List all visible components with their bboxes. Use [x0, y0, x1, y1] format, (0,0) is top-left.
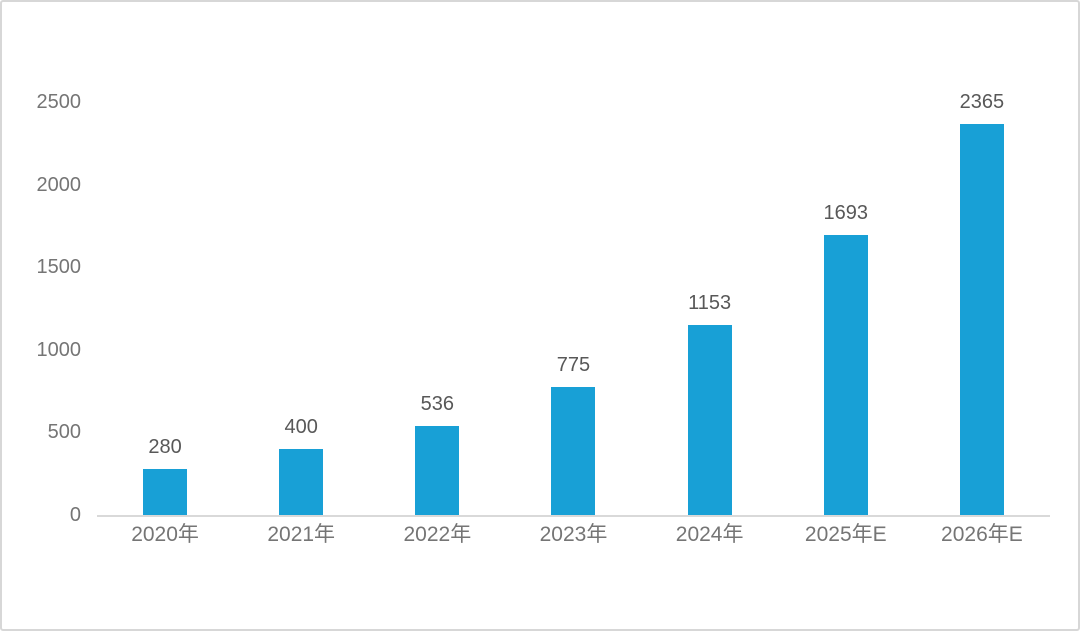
y-tick-label: 2500 [36, 91, 82, 113]
bar-series: 280 400 536 775 1153 1693 2365 [97, 2, 1050, 515]
bar-value-label: 775 [556, 353, 591, 376]
x-tick-label: 2022年 [403, 523, 472, 546]
bar-value-label: 400 [284, 415, 318, 438]
bar-value-label: 1153 [688, 291, 732, 314]
y-tick-label: 2000 [36, 173, 82, 196]
x-axis-tick-labels: 2020年 2021年 2022年 2023年 2024年 2025年E 2026年E [97, 523, 1050, 547]
bar-column: 2365 [914, 2, 1050, 515]
bar [143, 468, 188, 515]
bar-value-label: 1693 [823, 202, 869, 225]
bar-value-label: 536 [420, 393, 455, 416]
bar [415, 426, 460, 515]
bar-value-label: 280 [148, 435, 182, 458]
bar [279, 448, 324, 515]
bar-value-label: 2365 [959, 91, 1005, 114]
bar-column: 280 [97, 2, 233, 515]
bar [551, 386, 596, 515]
x-tick-label: 2026年E [941, 523, 1023, 546]
bar-column: 1153 [642, 2, 778, 515]
x-tick-label: 2023年 [539, 523, 608, 546]
plot-area: 280 400 536 775 1153 1693 2365 [97, 2, 1050, 517]
x-tick-label: 2024年 [675, 523, 744, 546]
bar [687, 324, 732, 515]
bar-column: 1693 [778, 2, 914, 515]
x-tick-label: 2020年 [131, 523, 199, 546]
bar-column: 400 [233, 2, 369, 515]
y-tick-label: 1500 [36, 256, 82, 279]
y-tick-label: 500 [47, 421, 81, 444]
bar-column: 536 [369, 2, 505, 515]
x-axis-line [97, 515, 1050, 517]
bar [959, 124, 1004, 515]
y-tick-label: 0 [69, 504, 81, 526]
bar [823, 235, 868, 515]
bar-column: 775 [505, 2, 641, 515]
x-tick-label: 2025年E [804, 523, 887, 546]
y-tick-label: 1000 [36, 338, 82, 361]
y-axis-tick-labels: 0 500 1000 1500 2000 2500 [2, 2, 82, 629]
x-tick-label: 2021年 [267, 523, 336, 546]
